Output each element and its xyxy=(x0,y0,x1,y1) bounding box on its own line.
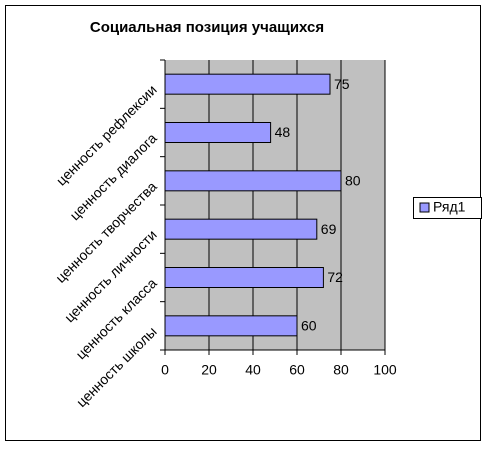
bar xyxy=(164,315,298,337)
x-tick-label: 100 xyxy=(373,362,397,378)
data-label: 75 xyxy=(334,76,350,92)
data-label: 80 xyxy=(345,173,361,189)
legend-label: Ряд1 xyxy=(433,199,466,215)
bar xyxy=(164,218,318,240)
x-tick-label: 60 xyxy=(289,362,305,378)
legend-swatch xyxy=(419,202,430,213)
bar xyxy=(164,267,324,288)
x-tick-label: 40 xyxy=(245,362,261,378)
bar xyxy=(164,122,272,143)
bar xyxy=(164,73,331,95)
bar xyxy=(164,170,342,192)
x-tick-label: 80 xyxy=(333,362,349,378)
data-label: 48 xyxy=(275,124,291,140)
x-tick-label: 20 xyxy=(201,362,217,378)
plot-area xyxy=(165,60,385,350)
x-tick-label: 0 xyxy=(161,362,169,378)
data-label: 69 xyxy=(321,221,337,237)
data-label: 72 xyxy=(327,269,343,285)
data-label: 60 xyxy=(301,318,317,334)
chart-title: Социальная позиция учащихся xyxy=(90,19,324,36)
legend-box xyxy=(413,197,482,219)
